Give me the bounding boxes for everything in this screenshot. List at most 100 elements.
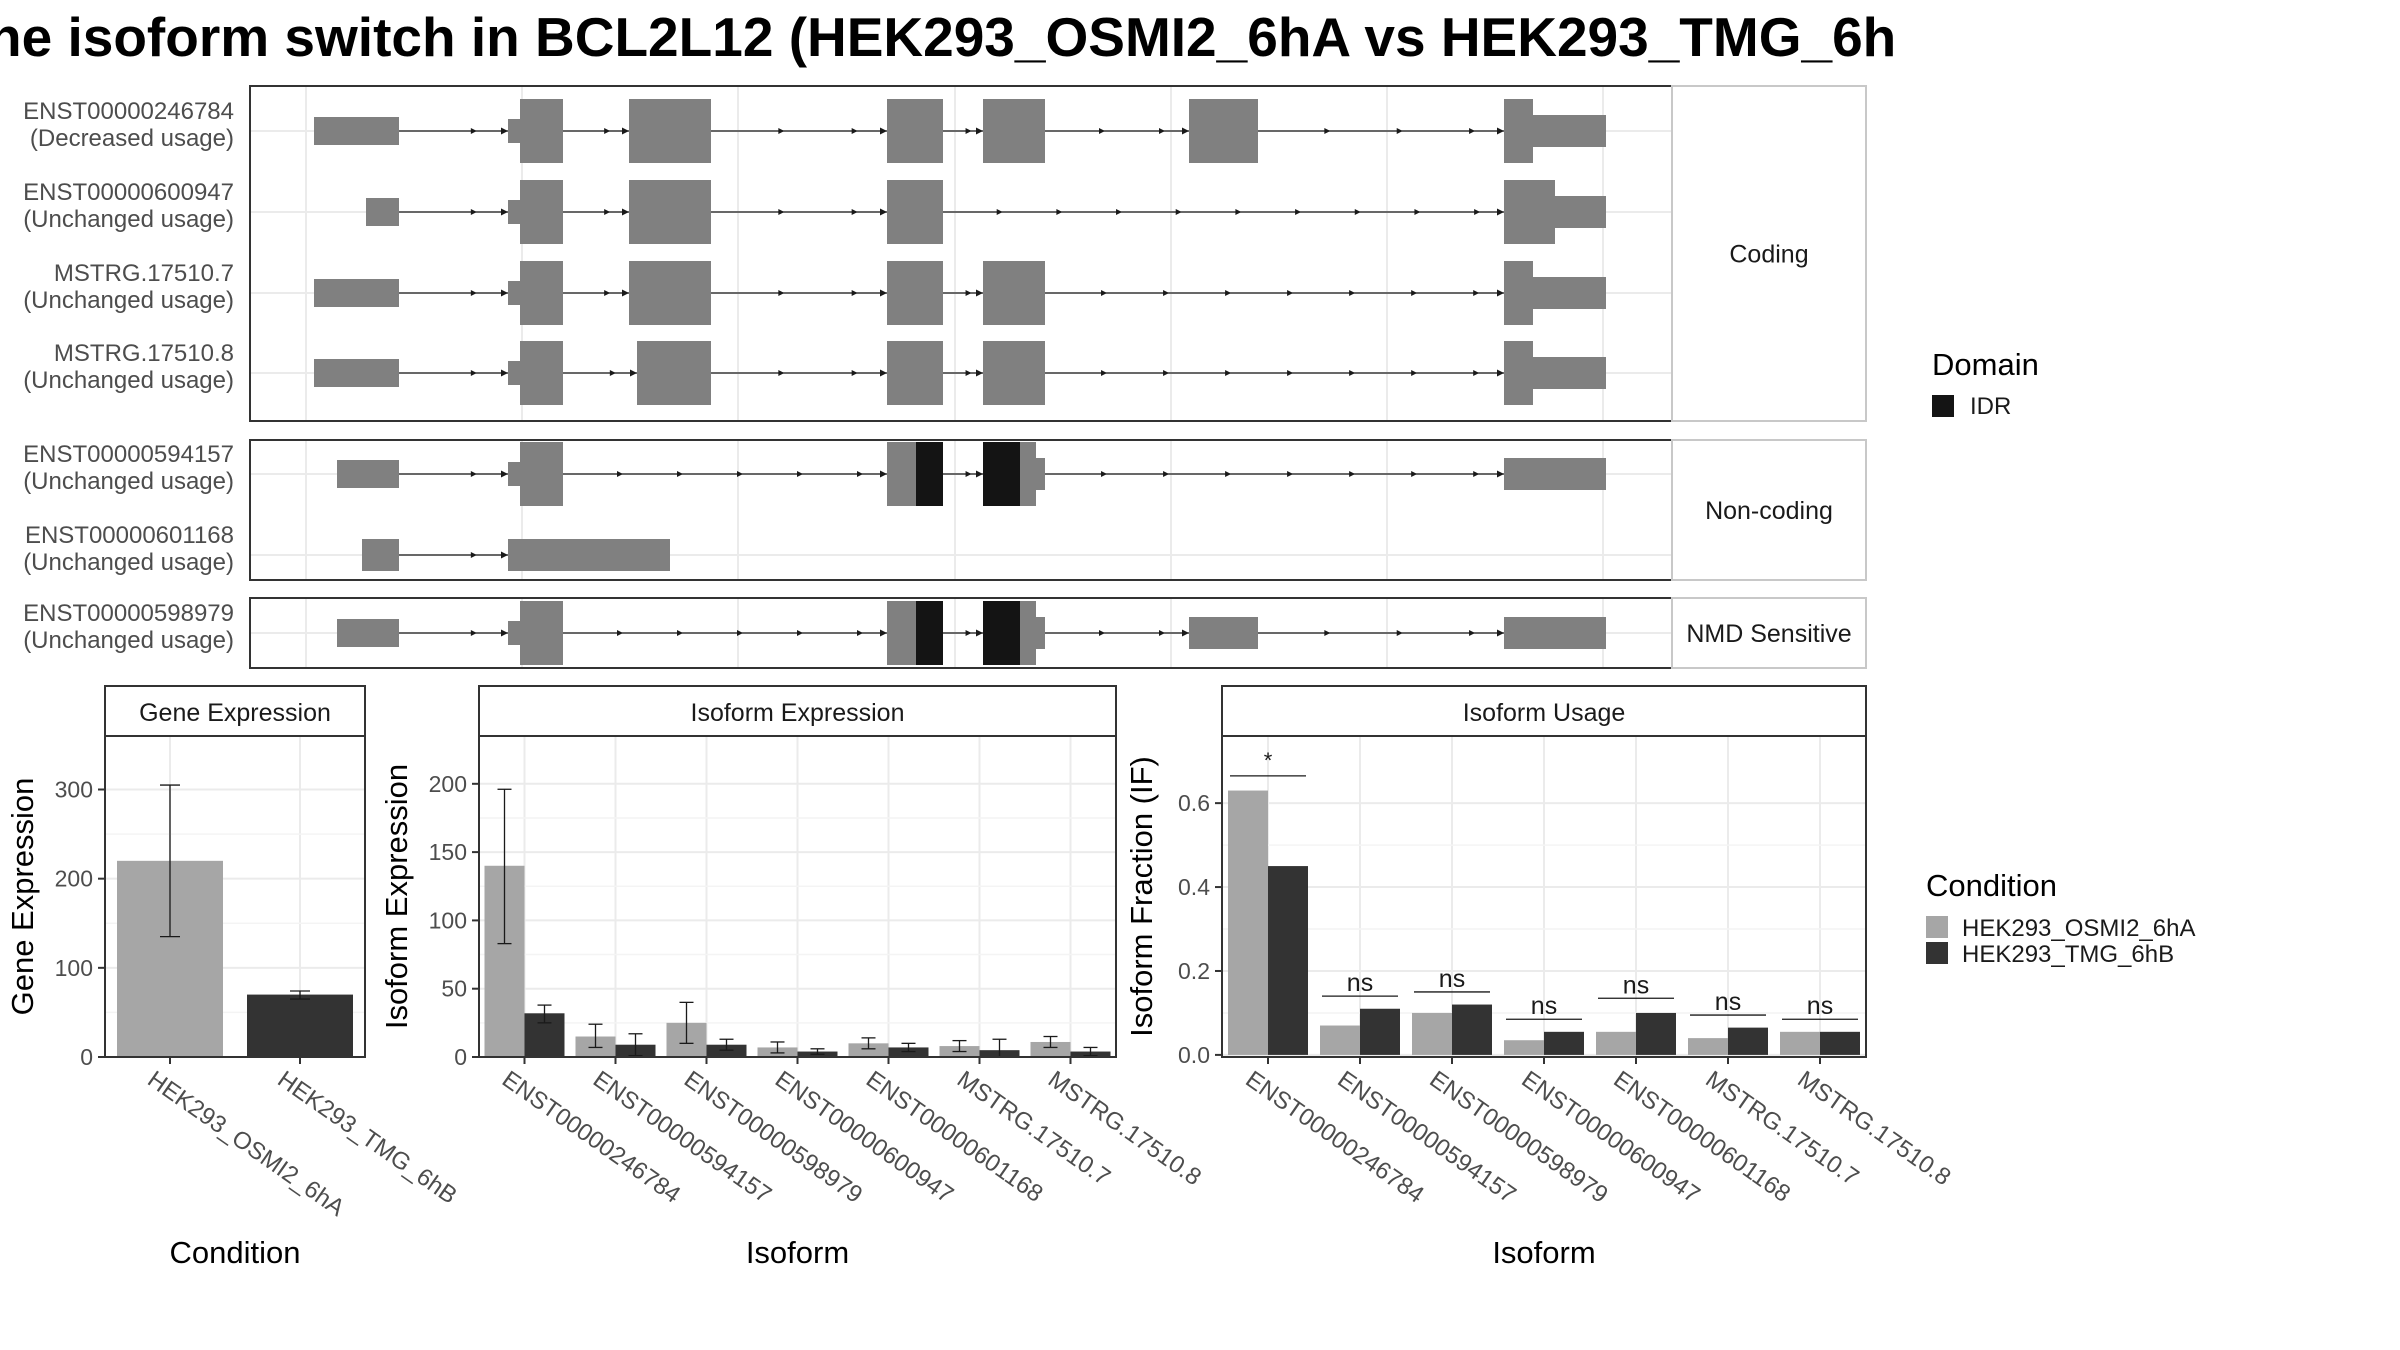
- utr-exon: [314, 117, 399, 145]
- y-axis-label: Isoform Fraction (IF): [1124, 756, 1159, 1037]
- transcript-models: [314, 99, 1606, 665]
- intron-arrow: [737, 471, 743, 477]
- intron-arrow: [778, 128, 785, 134]
- transcript-usage-label: (Unchanged usage): [23, 627, 234, 654]
- intron-arrow: [604, 128, 611, 134]
- condition-legend-key-a: [1926, 916, 1948, 938]
- idr-domain-exon: [916, 601, 943, 665]
- chart-strip: [478, 685, 1117, 737]
- intron-arrow: [1099, 630, 1105, 636]
- transcript-id-label: ENST00000600947: [23, 179, 234, 206]
- chart-title: Isoform Expression: [691, 699, 905, 727]
- facet-strip: [1671, 85, 1867, 422]
- idr-legend-key: [1932, 395, 1954, 417]
- intron-arrow: [976, 470, 983, 478]
- intron-arrow: [857, 630, 863, 636]
- y-tick-label: 0: [454, 1044, 467, 1070]
- bar: [1596, 1031, 1636, 1055]
- structure-panel-border: [249, 439, 1673, 581]
- intron-arrow: [630, 369, 637, 377]
- intron-arrow: [976, 127, 983, 135]
- intron-arrow: [976, 289, 983, 297]
- intron-arrow: [1056, 209, 1063, 215]
- intron-arrow: [851, 370, 858, 376]
- coding-exon: [887, 442, 916, 506]
- bar: [1030, 1041, 1071, 1057]
- transcript-id-label: MSTRG.17510.8: [54, 340, 234, 367]
- intron-arrow: [604, 290, 611, 296]
- intron-arrow: [1163, 290, 1170, 296]
- intron-arrow: [1159, 630, 1165, 636]
- intron-arrow: [851, 128, 858, 134]
- intron-arrow: [1225, 471, 1232, 477]
- idr-legend-label: IDR: [1970, 393, 2011, 420]
- intron-arrow: [1349, 471, 1356, 477]
- utr-exon: [1533, 115, 1606, 147]
- intron-arrow: [965, 128, 972, 134]
- intron-arrow: [501, 551, 508, 559]
- coding-exon: [629, 180, 711, 244]
- intron-arrow: [976, 629, 983, 637]
- intron-arrow: [1497, 470, 1504, 478]
- intron-arrow: [470, 128, 477, 134]
- transcript-id-label: ENST00000594157: [23, 441, 234, 468]
- bar: [247, 994, 353, 1057]
- chart-title: Isoform Usage: [1463, 699, 1626, 727]
- bar: [1544, 1031, 1584, 1055]
- intron-arrow: [1182, 629, 1189, 637]
- intron-arrow: [965, 370, 972, 376]
- intron-arrow: [677, 630, 683, 636]
- bar: [1636, 1012, 1676, 1055]
- significance-label: ns: [1347, 969, 1373, 997]
- significance-label: ns: [1807, 992, 1833, 1020]
- intron-arrow: [851, 290, 858, 296]
- intron-arrow: [470, 471, 477, 477]
- intron-arrow: [604, 209, 611, 215]
- bar: [1688, 1038, 1728, 1055]
- y-tick-label: 0.2: [1178, 958, 1210, 984]
- intron-arrow: [617, 471, 623, 477]
- coding-exon: [520, 341, 563, 405]
- utr-exon: [1504, 458, 1606, 490]
- intron-arrow: [965, 630, 972, 636]
- intron-arrow: [1225, 370, 1232, 376]
- intron-arrow: [622, 208, 629, 216]
- transcript-usage-label: (Unchanged usage): [23, 549, 234, 576]
- x-tick-label: MSTRG.17510.7: [1701, 1066, 1864, 1191]
- intron-arrow: [1354, 209, 1361, 215]
- utr-exon: [1555, 196, 1606, 228]
- facet-strip: [1671, 597, 1867, 669]
- y-tick-label: 150: [429, 839, 467, 865]
- utr-exon: [1504, 617, 1606, 649]
- idr-domain-exon: [983, 442, 1020, 506]
- significance-label: ns: [1439, 965, 1465, 993]
- transcript-usage-label: (Unchanged usage): [23, 468, 234, 495]
- bar: [1728, 1027, 1768, 1055]
- intron-arrow: [622, 127, 629, 135]
- coding-exon: [629, 261, 711, 325]
- utr-exon: [508, 200, 520, 224]
- x-tick-label: MSTRG.17510.8: [1793, 1066, 1956, 1191]
- facet-strip: [1671, 439, 1867, 581]
- utr-exon: [366, 198, 399, 226]
- bar: [1320, 1025, 1360, 1055]
- bar: [1504, 1040, 1544, 1055]
- intron-arrow: [976, 369, 983, 377]
- domain-legend-title: Domain: [1932, 347, 2039, 382]
- intron-arrow: [778, 209, 785, 215]
- bar: [1452, 1004, 1492, 1055]
- utr-exon: [1533, 357, 1606, 389]
- intron-arrow: [857, 471, 863, 477]
- y-tick-label: 0.6: [1178, 790, 1210, 816]
- intron-arrow: [1101, 370, 1108, 376]
- x-tick-label: MSTRG.17510.8: [1043, 1066, 1206, 1191]
- intron-arrow: [470, 370, 477, 376]
- bar: [1412, 1012, 1452, 1055]
- bar: [1268, 866, 1308, 1055]
- intron-arrow: [1473, 370, 1480, 376]
- coding-exon: [983, 341, 1045, 405]
- structure-panel-border: [249, 85, 1673, 422]
- intron-arrow: [1473, 471, 1480, 477]
- condition-legend-title: Condition: [1926, 868, 2057, 903]
